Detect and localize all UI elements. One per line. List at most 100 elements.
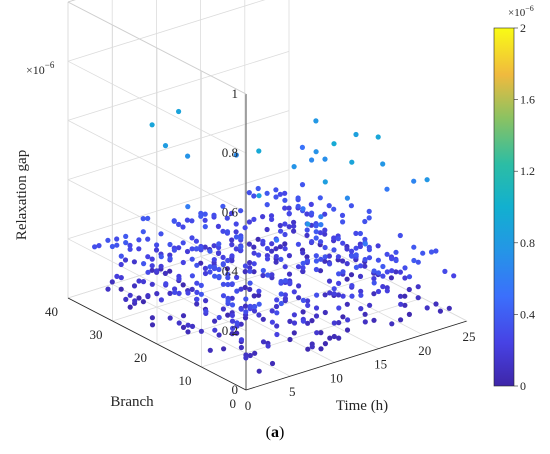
data-point bbox=[220, 262, 226, 268]
data-point bbox=[358, 263, 364, 269]
data-point bbox=[109, 279, 115, 285]
data-point bbox=[136, 278, 142, 284]
data-point bbox=[313, 253, 319, 259]
data-point bbox=[322, 258, 328, 264]
data-point bbox=[198, 328, 204, 334]
data-point bbox=[118, 253, 124, 259]
floor-gridline-y bbox=[156, 274, 379, 345]
data-point bbox=[313, 235, 319, 241]
data-point bbox=[371, 291, 377, 297]
data-point bbox=[384, 288, 390, 294]
data-point bbox=[366, 215, 372, 221]
data-point bbox=[375, 243, 381, 249]
colorbar-tick-label: 1.2 bbox=[520, 164, 535, 178]
data-point bbox=[384, 251, 390, 257]
data-point bbox=[388, 275, 394, 281]
data-point bbox=[446, 305, 452, 311]
data-point bbox=[212, 327, 218, 333]
data-point bbox=[362, 241, 368, 247]
data-point bbox=[322, 292, 328, 298]
data-point bbox=[238, 306, 244, 312]
data-point bbox=[229, 281, 235, 287]
data-point bbox=[251, 308, 258, 314]
x-tick-label: 5 bbox=[289, 384, 296, 399]
axes-grid bbox=[67, 0, 468, 391]
data-point bbox=[331, 333, 337, 340]
data-point bbox=[397, 269, 403, 275]
data-point bbox=[194, 301, 200, 307]
data-point bbox=[291, 320, 298, 326]
data-point bbox=[274, 331, 280, 338]
data-point bbox=[442, 268, 448, 274]
data-point bbox=[131, 283, 138, 289]
data-point bbox=[273, 246, 279, 252]
caption-label: a bbox=[271, 424, 279, 441]
data-point bbox=[327, 261, 333, 267]
data-point bbox=[185, 153, 191, 159]
colorbar-exponent: ×10−6 bbox=[508, 4, 534, 19]
data-point bbox=[340, 293, 346, 299]
colorbar-tick-label: 1.6 bbox=[520, 93, 535, 107]
data-point bbox=[309, 239, 315, 245]
data-point bbox=[256, 193, 262, 199]
data-point bbox=[309, 318, 315, 324]
data-point bbox=[402, 302, 408, 308]
data-point bbox=[242, 284, 248, 291]
data-point bbox=[331, 291, 337, 297]
data-point bbox=[229, 258, 235, 264]
data-point bbox=[313, 258, 319, 264]
data-point bbox=[269, 360, 276, 367]
data-point bbox=[207, 248, 213, 254]
data-point bbox=[233, 246, 239, 252]
data-point bbox=[362, 218, 368, 225]
data-point bbox=[282, 246, 288, 252]
data-point bbox=[189, 323, 196, 329]
data-point bbox=[105, 237, 111, 243]
data-point bbox=[242, 303, 249, 309]
data-point bbox=[362, 311, 368, 317]
box-edge bbox=[67, 1, 247, 95]
data-point bbox=[269, 272, 275, 278]
data-point bbox=[145, 236, 151, 242]
data-point bbox=[127, 304, 133, 310]
z-axis-label: Relaxation gap bbox=[14, 150, 30, 240]
data-point bbox=[202, 265, 208, 271]
data-point bbox=[167, 268, 173, 274]
data-point bbox=[295, 195, 301, 201]
data-point bbox=[353, 245, 359, 251]
data-point bbox=[296, 295, 302, 301]
data-point bbox=[322, 156, 328, 162]
data-point bbox=[299, 144, 305, 150]
data-point bbox=[411, 244, 417, 250]
data-point bbox=[318, 330, 324, 336]
data-point bbox=[189, 286, 195, 292]
data-point bbox=[194, 296, 200, 302]
backwall-gridline-z bbox=[67, 51, 290, 121]
data-point bbox=[256, 288, 262, 294]
figure-caption: (a) bbox=[265, 424, 285, 441]
data-point bbox=[225, 281, 231, 288]
data-point bbox=[247, 352, 253, 359]
data-point bbox=[353, 230, 359, 236]
data-point bbox=[145, 254, 151, 260]
colorbar-tick-label: 0.4 bbox=[520, 307, 535, 321]
data-point bbox=[344, 276, 350, 282]
y-axis-label: Branch bbox=[110, 394, 154, 410]
data-point bbox=[260, 339, 267, 345]
data-point bbox=[322, 341, 328, 347]
x-tick-label: 15 bbox=[374, 357, 387, 372]
data-point bbox=[375, 288, 382, 295]
data-point bbox=[348, 203, 354, 209]
data-point bbox=[238, 286, 244, 292]
sidewall-gridline-z bbox=[67, 238, 247, 332]
data-point bbox=[366, 247, 372, 253]
sidewall-gridline-z bbox=[67, 179, 247, 272]
data-point bbox=[358, 292, 364, 298]
data-point bbox=[140, 229, 146, 235]
data-point bbox=[344, 301, 350, 307]
data-point bbox=[238, 235, 244, 241]
data-point bbox=[336, 271, 342, 277]
data-point bbox=[349, 159, 355, 165]
data-point bbox=[224, 215, 230, 221]
